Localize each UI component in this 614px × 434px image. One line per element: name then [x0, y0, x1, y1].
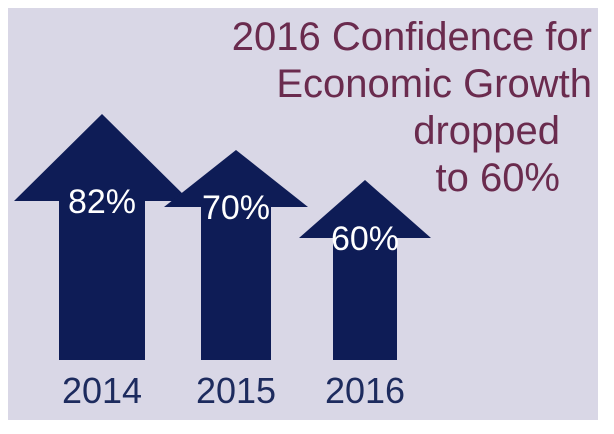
data-label-2014: 82% [68, 183, 136, 221]
data-label-2015: 70% [202, 189, 270, 227]
arrow-bar-2016 [299, 180, 431, 360]
data-label-2016: 60% [331, 220, 399, 258]
arrow-bar-2015 [164, 150, 308, 360]
category-label-2016: 2016 [325, 370, 405, 411]
category-label-2015: 2015 [196, 370, 276, 411]
chart-title: 2016 Confidence for Economic Growth drop… [122, 14, 592, 202]
title-line-2: Economic Growth [276, 62, 592, 106]
title-line-4: to 60% [435, 156, 560, 200]
category-label-2014: 2014 [62, 370, 142, 411]
arrow-bar-2014 [14, 114, 190, 360]
title-line-3: dropped [413, 109, 560, 153]
title-line-1: 2016 Confidence for [231, 15, 592, 59]
